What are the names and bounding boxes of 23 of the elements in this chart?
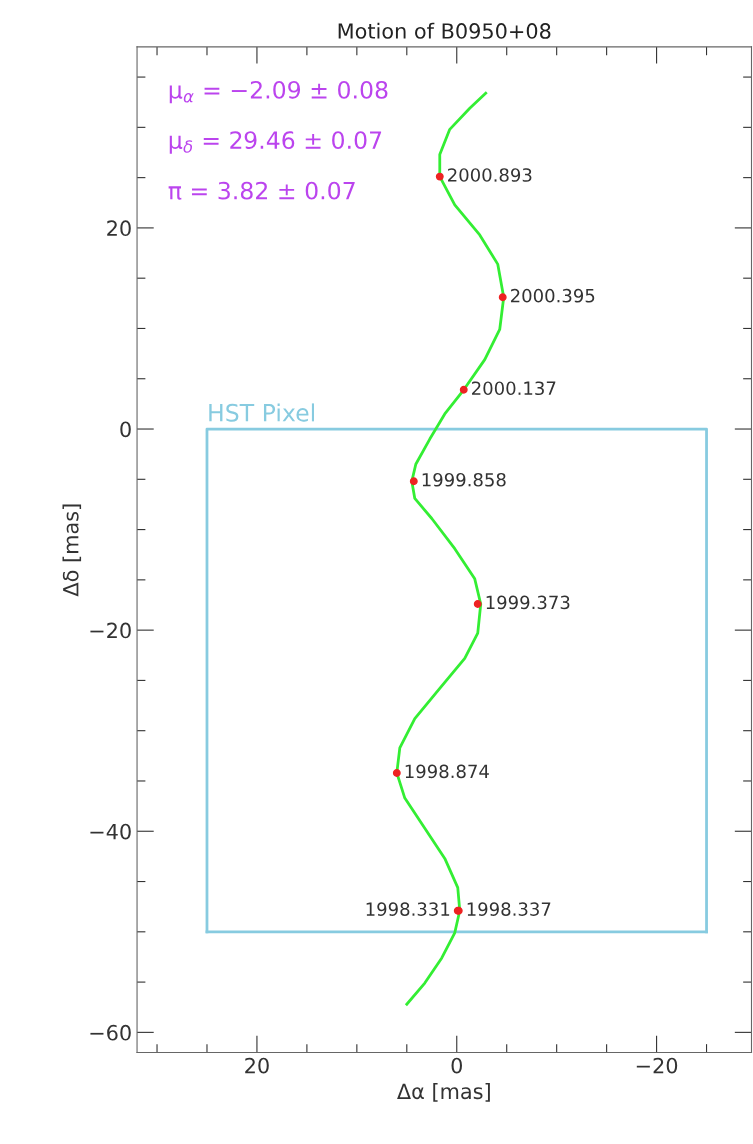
y-tick-label: 20	[107, 220, 131, 237]
annotation: 1998.331	[366, 902, 450, 916]
chart-title: Motion of B0950+08	[338, 22, 551, 39]
annotation: 2000.395	[510, 288, 595, 303]
annotation: μ$_{α}$ = −2.09 ± 0.08	[169, 80, 388, 104]
y-tick-label: −20	[90, 622, 131, 639]
annotation: 2000.893	[448, 168, 532, 182]
y-tick-label: 0	[120, 421, 131, 438]
annotation: 1999.373	[486, 595, 570, 610]
y-axis-title: Δδ [mas]	[62, 504, 82, 597]
x-axis-title: Δα [mas]	[397, 1083, 490, 1102]
annotation: 1998.337	[467, 902, 551, 916]
y-tick-label: −60	[90, 1024, 131, 1041]
y-tick-label: −40	[90, 823, 131, 840]
x-tick-label: 20	[245, 1057, 269, 1074]
annotation: μ$_{δ}$ = 29.46 ± 0.07	[169, 131, 382, 154]
x-tick-label: −20	[636, 1057, 678, 1074]
annotation: 1998.874	[405, 764, 489, 779]
x-tick-label: 0	[451, 1057, 462, 1074]
annotation: 1999.858	[422, 472, 506, 487]
annotation: π = 3.82 ± 0.07	[168, 181, 355, 200]
annotation: 2000.137	[472, 381, 556, 396]
annotation: HST Pixel	[209, 403, 315, 422]
